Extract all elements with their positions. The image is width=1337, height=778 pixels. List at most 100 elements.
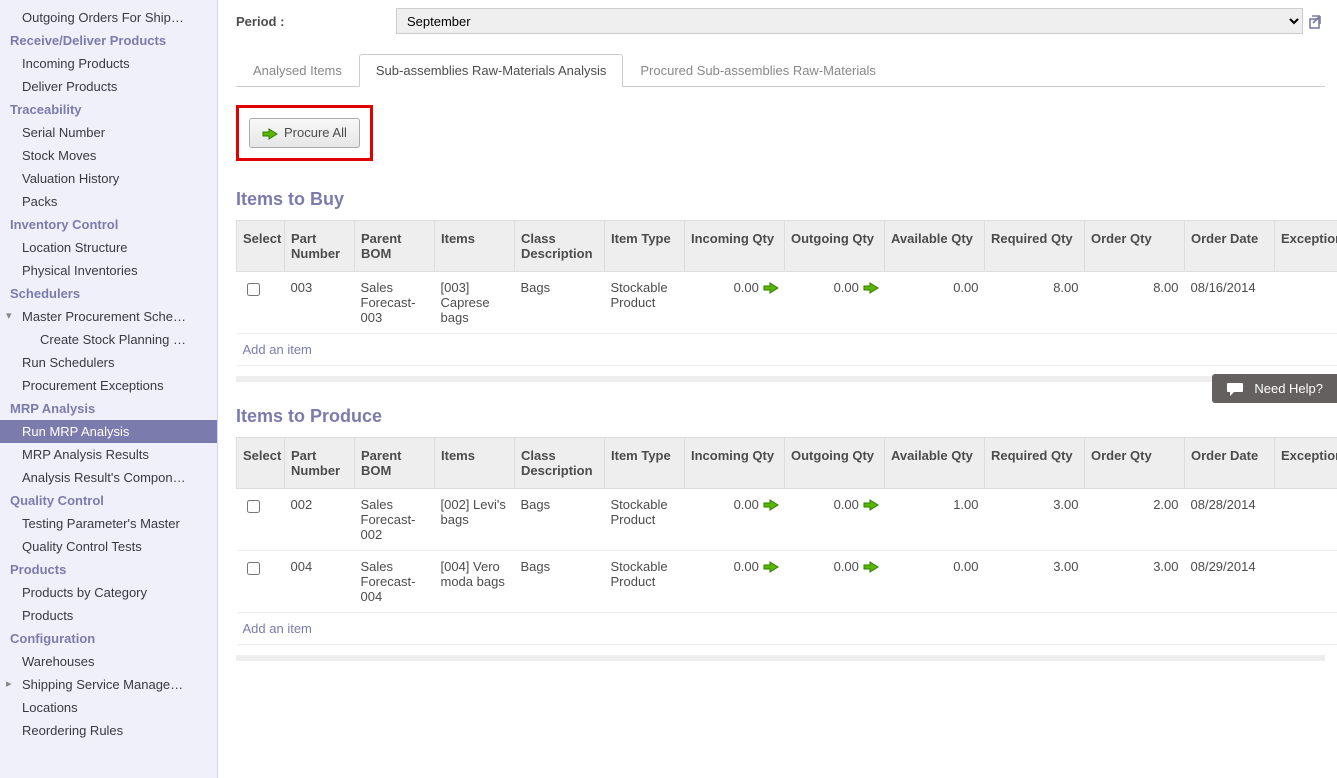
main-content: Period : September Analysed ItemsSub-ass… xyxy=(218,0,1337,778)
sidebar-item[interactable]: Deliver Products xyxy=(0,75,217,98)
cell-items: [003] Caprese bags xyxy=(435,271,515,333)
arrow-right-icon[interactable] xyxy=(763,559,779,574)
sidebar-item-label: Shipping Service Manage… xyxy=(22,677,183,692)
cell-select xyxy=(237,271,285,333)
add-item-link[interactable]: Add an item xyxy=(237,612,1337,644)
sidebar-item[interactable]: Products by Category xyxy=(0,581,217,604)
table-row[interactable]: 002Sales Forecast-002[002] Levi's bagsBa… xyxy=(237,488,1337,550)
column-header[interactable]: Exception xyxy=(1275,220,1337,271)
sidebar-item-label: Locations xyxy=(22,700,78,715)
cell-order-date: 08/16/2014 xyxy=(1185,271,1275,333)
section-separator xyxy=(236,655,1325,661)
add-item-link[interactable]: Add an item xyxy=(237,333,1337,365)
section-separator xyxy=(236,376,1325,382)
need-help-button[interactable]: Need Help? xyxy=(1212,374,1337,403)
sidebar-item[interactable]: Run MRP Analysis xyxy=(0,420,217,443)
sidebar-item-label: Products xyxy=(10,562,66,577)
column-header[interactable]: Available Qty xyxy=(885,437,985,488)
column-header[interactable]: Order Qty xyxy=(1085,437,1185,488)
sidebar-item-label: Packs xyxy=(22,194,57,209)
sidebar-item[interactable]: Outgoing Orders For Ship… xyxy=(0,6,217,29)
sidebar-item-label: Quality Control xyxy=(10,493,104,508)
tab[interactable]: Sub-assemblies Raw-Materials Analysis xyxy=(359,54,623,87)
column-header[interactable]: Incoming Qty xyxy=(685,437,785,488)
sidebar-item[interactable]: ▾Master Procurement Sche… xyxy=(0,305,217,328)
sidebar-item[interactable]: Analysis Result's Compon… xyxy=(0,466,217,489)
procure-all-highlight: Procure All xyxy=(236,105,373,161)
sidebar-item[interactable]: Stock Moves xyxy=(0,144,217,167)
export-icon[interactable] xyxy=(1309,13,1325,30)
column-header[interactable]: Required Qty xyxy=(985,220,1085,271)
column-header[interactable]: Exception xyxy=(1275,437,1337,488)
sidebar-item[interactable]: Incoming Products xyxy=(0,52,217,75)
column-header[interactable]: Parent BOM xyxy=(355,220,435,271)
cell-outgoing-qty: 0.00 xyxy=(785,271,885,333)
column-header[interactable]: Order Qty xyxy=(1085,220,1185,271)
column-header[interactable]: Required Qty xyxy=(985,437,1085,488)
sidebar-item[interactable]: Procurement Exceptions xyxy=(0,374,217,397)
sidebar-item[interactable]: ▸ Shipping Service Manage… xyxy=(0,673,217,696)
row-select-checkbox[interactable] xyxy=(247,500,260,513)
column-header[interactable]: Select xyxy=(237,220,285,271)
sidebar-item[interactable]: Packs xyxy=(0,190,217,213)
sidebar-item[interactable]: Physical Inventories xyxy=(0,259,217,282)
sidebar-item-label: Run Schedulers xyxy=(22,355,115,370)
sidebar-item[interactable]: Run Schedulers xyxy=(0,351,217,374)
table-row[interactable]: 003Sales Forecast-003[003] Caprese bagsB… xyxy=(237,271,1337,333)
sidebar-item[interactable]: Products xyxy=(0,604,217,627)
column-header[interactable]: Order Date xyxy=(1185,220,1275,271)
cell-required-qty: 3.00 xyxy=(985,550,1085,612)
arrow-right-icon[interactable] xyxy=(863,497,879,512)
tab[interactable]: Procured Sub-assemblies Raw-Materials xyxy=(623,54,893,87)
column-header[interactable]: Outgoing Qty xyxy=(785,437,885,488)
row-select-checkbox[interactable] xyxy=(247,283,260,296)
sidebar-item-label: Serial Number xyxy=(22,125,105,140)
sidebar-item[interactable]: Locations xyxy=(0,696,217,719)
chevron-down-icon[interactable]: ▾ xyxy=(6,309,12,322)
cell-part-number: 004 xyxy=(285,550,355,612)
cell-items: [004] Vero moda bags xyxy=(435,550,515,612)
sidebar-item-label: Configuration xyxy=(10,631,95,646)
column-header[interactable]: Select xyxy=(237,437,285,488)
column-header[interactable]: Incoming Qty xyxy=(685,220,785,271)
sidebar-section-header: Products xyxy=(0,558,217,581)
arrow-right-icon[interactable] xyxy=(863,559,879,574)
sidebar-item[interactable]: Create Stock Planning … xyxy=(0,328,217,351)
sidebar-section-header: Schedulers xyxy=(0,282,217,305)
column-header[interactable]: Outgoing Qty xyxy=(785,220,885,271)
cell-parent-bom: Sales Forecast-004 xyxy=(355,550,435,612)
column-header[interactable]: Item Type xyxy=(605,437,685,488)
sidebar-item[interactable]: Valuation History xyxy=(0,167,217,190)
column-header[interactable]: Class Description xyxy=(515,437,605,488)
column-header[interactable]: Available Qty xyxy=(885,220,985,271)
cell-class-description: Bags xyxy=(515,271,605,333)
sidebar-item[interactable]: Quality Control Tests xyxy=(0,535,217,558)
sidebar-item[interactable]: MRP Analysis Results xyxy=(0,443,217,466)
table-row[interactable]: 004Sales Forecast-004[004] Vero moda bag… xyxy=(237,550,1337,612)
sidebar-item[interactable]: Reordering Rules xyxy=(0,719,217,742)
tab[interactable]: Analysed Items xyxy=(236,54,359,87)
chevron-right-icon[interactable]: ▸ xyxy=(6,677,12,690)
cell-item-type: Stockable Product xyxy=(605,271,685,333)
procure-all-button[interactable]: Procure All xyxy=(249,118,360,148)
sidebar-item[interactable]: Testing Parameter's Master xyxy=(0,512,217,535)
column-header[interactable]: Part Number xyxy=(285,437,355,488)
column-header[interactable]: Items xyxy=(435,437,515,488)
arrow-right-icon[interactable] xyxy=(763,280,779,295)
cell-parent-bom: Sales Forecast-002 xyxy=(355,488,435,550)
column-header[interactable]: Items xyxy=(435,220,515,271)
arrow-right-icon[interactable] xyxy=(863,280,879,295)
arrow-right-icon[interactable] xyxy=(763,497,779,512)
sidebar-item[interactable]: Serial Number xyxy=(0,121,217,144)
column-header[interactable]: Part Number xyxy=(285,220,355,271)
column-header[interactable]: Class Description xyxy=(515,220,605,271)
sidebar-item-label: Procurement Exceptions xyxy=(22,378,164,393)
cell-available-qty: 0.00 xyxy=(885,271,985,333)
sidebar-item[interactable]: Warehouses xyxy=(0,650,217,673)
sidebar-item[interactable]: Location Structure xyxy=(0,236,217,259)
period-select[interactable]: September xyxy=(396,8,1303,34)
column-header[interactable]: Order Date xyxy=(1185,437,1275,488)
row-select-checkbox[interactable] xyxy=(247,562,260,575)
column-header[interactable]: Item Type xyxy=(605,220,685,271)
column-header[interactable]: Parent BOM xyxy=(355,437,435,488)
